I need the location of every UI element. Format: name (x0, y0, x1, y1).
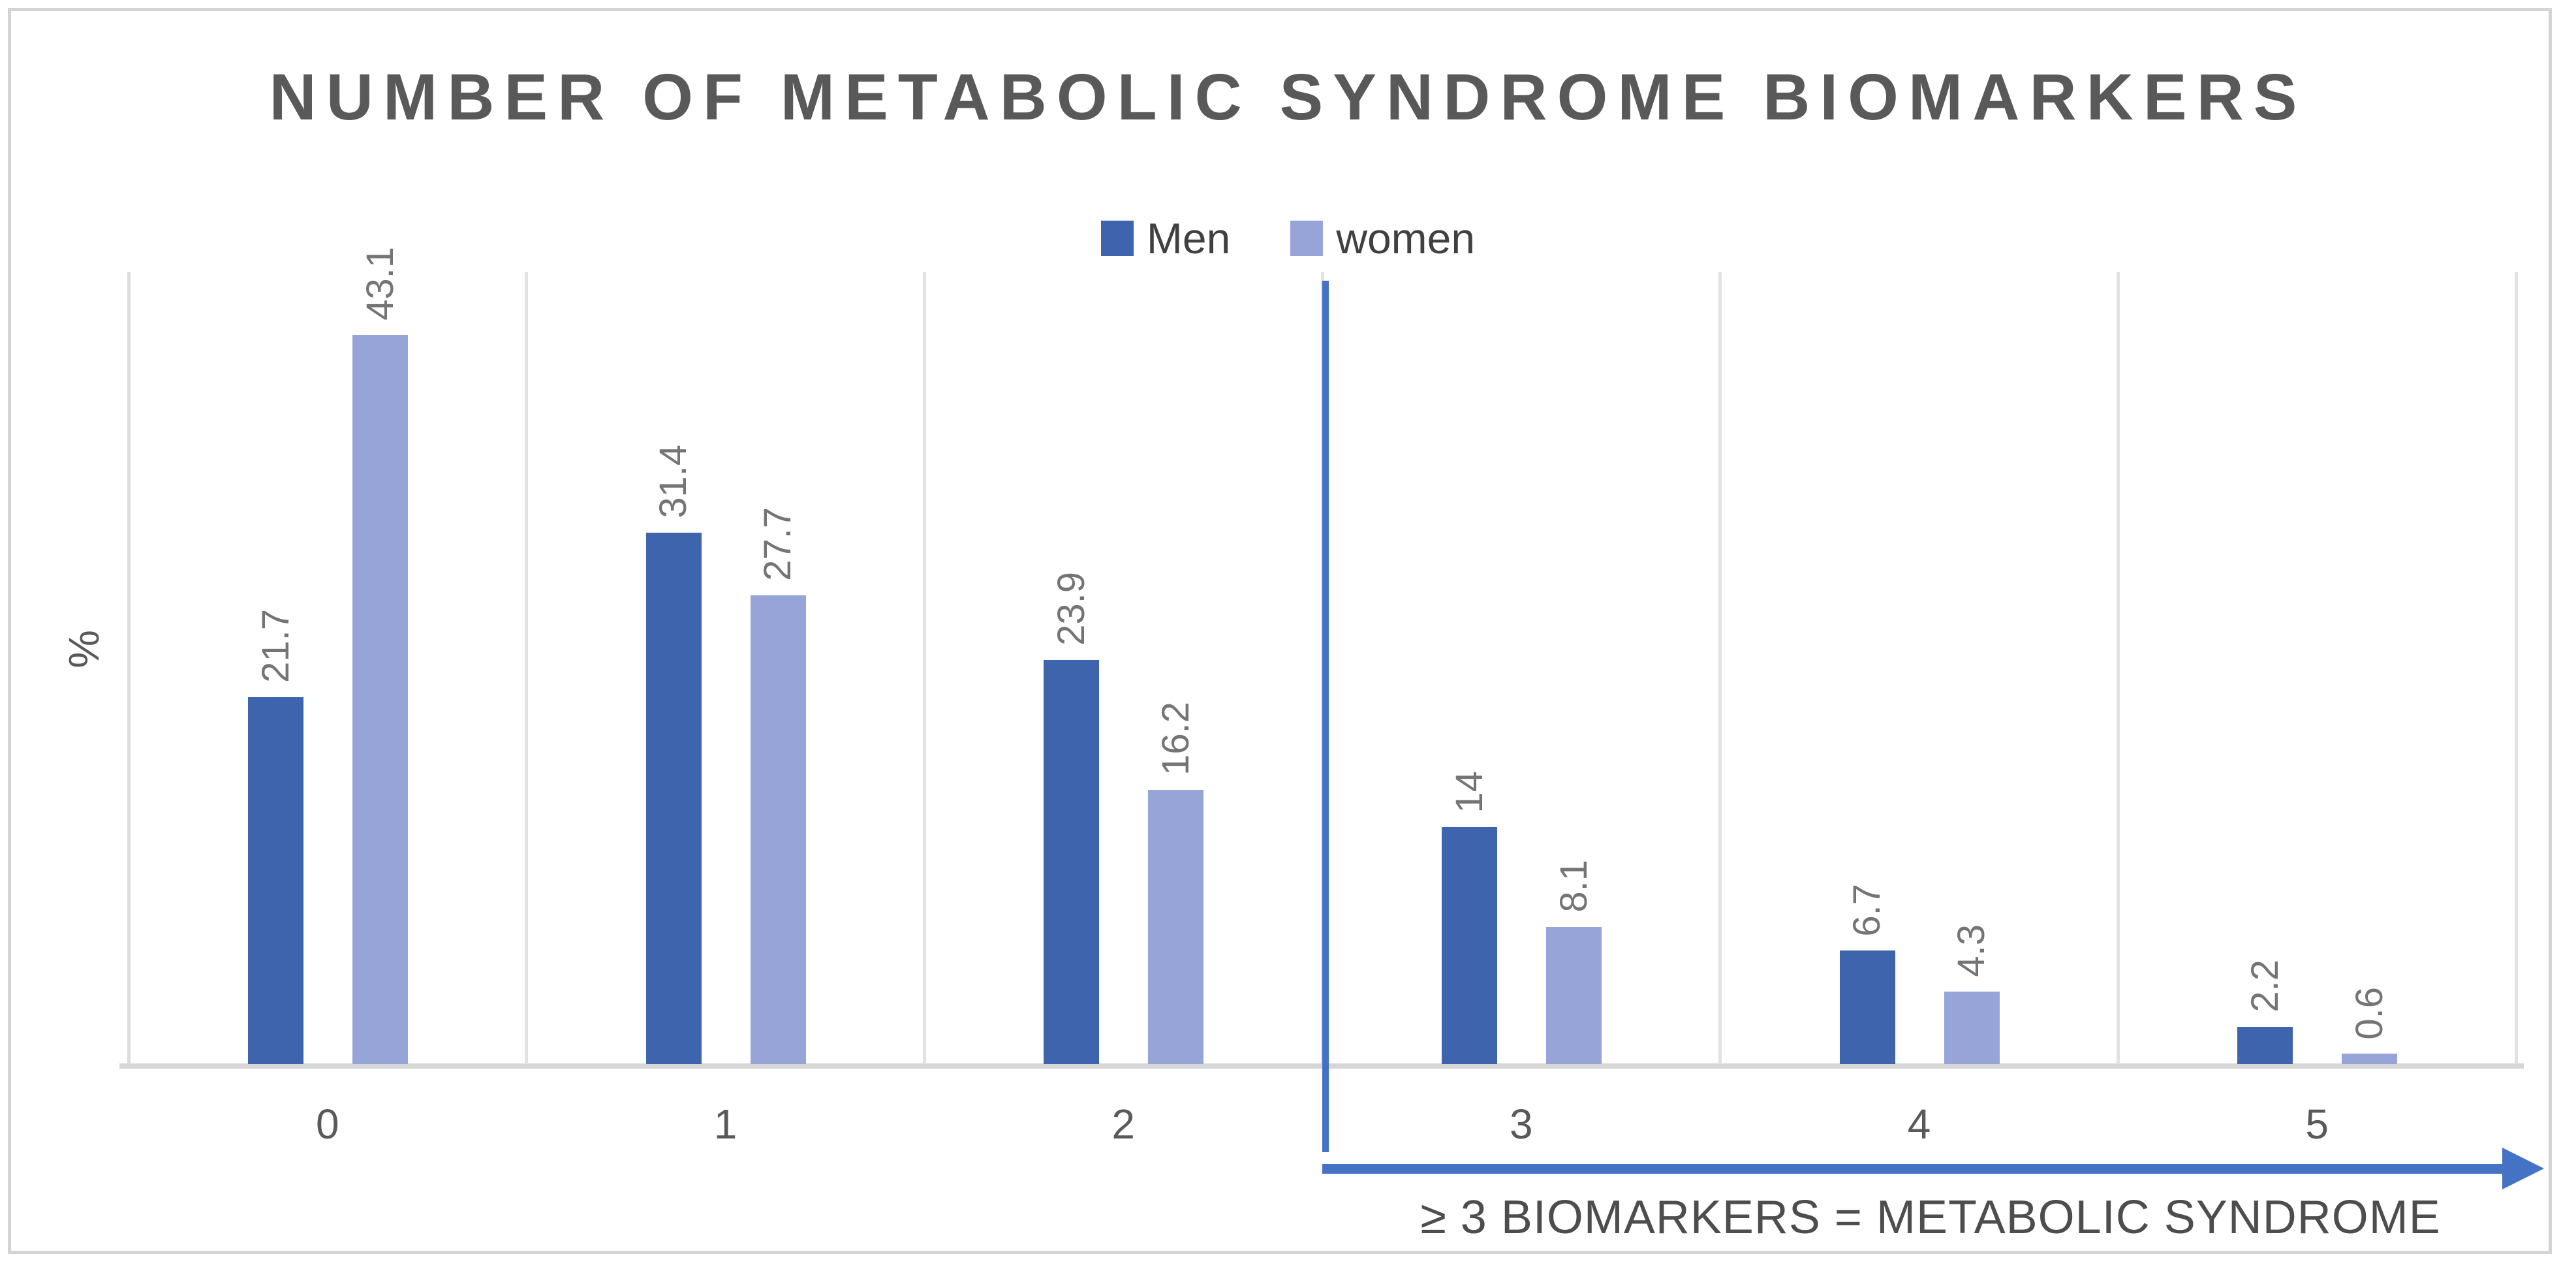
bar-value-label: 14 (1448, 770, 1491, 813)
bar-value-label: 31.4 (652, 445, 695, 519)
x-axis-tick-label-0: 0 (316, 1101, 339, 1148)
metabolic-syndrome-divider-line (1322, 281, 1329, 1152)
gridline (2514, 272, 2518, 1064)
women-series-swatch-icon (1290, 221, 1324, 256)
bar-value-label-box: 0.6 (2340, 987, 2399, 1040)
bar-value-label: 2.2 (2243, 960, 2286, 1012)
bar-value-label-box: 2.2 (2236, 960, 2295, 1012)
gridline (922, 272, 926, 1064)
annotation-text: ≥ 3 BIOMARKERS = METABOLIC SYNDROME (1420, 1191, 2441, 1244)
legend-label-men: Men (1146, 214, 1231, 262)
bar-value-label: 0.6 (2348, 986, 2391, 1040)
bar-value-label: 6.7 (1846, 883, 1889, 937)
x-axis-tick-label-5: 5 (2305, 1101, 2329, 1148)
x-axis-line (119, 1063, 2524, 1069)
bar-value-label-box: 16.2 (1147, 702, 1205, 776)
chart-plot-area: 21.7 31.4 23.9 14 6.7 2.2 43.1 27.7 16.2 8.1 4.3 0.… (119, 247, 2524, 1148)
bar-value-label: 21.7 (254, 608, 297, 683)
bar-women-5 (2342, 1054, 2398, 1064)
bar-men-4 (1839, 950, 1895, 1064)
bar-men-1 (645, 533, 702, 1064)
bar-value-label-box: 43.1 (351, 247, 410, 321)
bar-value-label-box: 8.1 (1545, 860, 1604, 913)
bar-women-0 (352, 334, 408, 1064)
gridline (2116, 272, 2120, 1064)
x-axis-tick-label-3: 3 (1510, 1101, 1533, 1148)
bar-value-label-box: 31.4 (644, 445, 703, 518)
chart-title: NUMBER OF METABOLIC SYNDROME BIOMARKERS (269, 61, 2307, 134)
bar-value-label: 4.3 (1950, 924, 1993, 977)
bar-women-4 (1944, 991, 2000, 1064)
bar-value-label-box: 14 (1440, 771, 1499, 813)
bar-value-label-box: 4.3 (1942, 924, 2001, 977)
bar-value-label-box: 6.7 (1838, 884, 1897, 937)
bar-value-label: 27.7 (756, 507, 799, 582)
x-axis-tick-label-1: 1 (713, 1101, 737, 1148)
bar-value-label-box: 21.7 (247, 609, 305, 683)
x-axis-tick-label-2: 2 (1111, 1101, 1135, 1148)
men-series-swatch-icon (1100, 221, 1134, 256)
x-axis-tick-label-4: 4 (1907, 1101, 1931, 1148)
bar-value-label: 8.1 (1552, 860, 1595, 913)
legend-item-men: Men (1100, 214, 1231, 262)
bar-women-2 (1148, 790, 1204, 1064)
bar-value-label-box: 23.9 (1042, 572, 1101, 646)
bar-men-5 (2237, 1026, 2293, 1064)
legend: Men women (0, 217, 2576, 260)
gridline (1718, 272, 1722, 1064)
bar-women-1 (750, 595, 806, 1064)
bar-men-3 (1442, 827, 1497, 1064)
gridline (525, 272, 529, 1064)
legend-item-women: women (1290, 217, 1475, 260)
bar-value-label: 16.2 (1154, 702, 1197, 776)
y-axis-title: % (59, 630, 108, 668)
y-axis-line (127, 272, 131, 1064)
bar-value-label: 43.1 (358, 247, 401, 321)
bar-men-2 (1044, 659, 1100, 1064)
bar-women-3 (1546, 927, 1602, 1064)
bar-value-label-box: 27.7 (749, 507, 807, 581)
legend-label-women: women (1336, 214, 1476, 262)
bar-value-label: 23.9 (1049, 571, 1093, 646)
arrow-head-icon (2502, 1148, 2544, 1189)
bar-men-0 (248, 697, 303, 1064)
metabolic-syndrome-arrow-line (1322, 1164, 2504, 1174)
